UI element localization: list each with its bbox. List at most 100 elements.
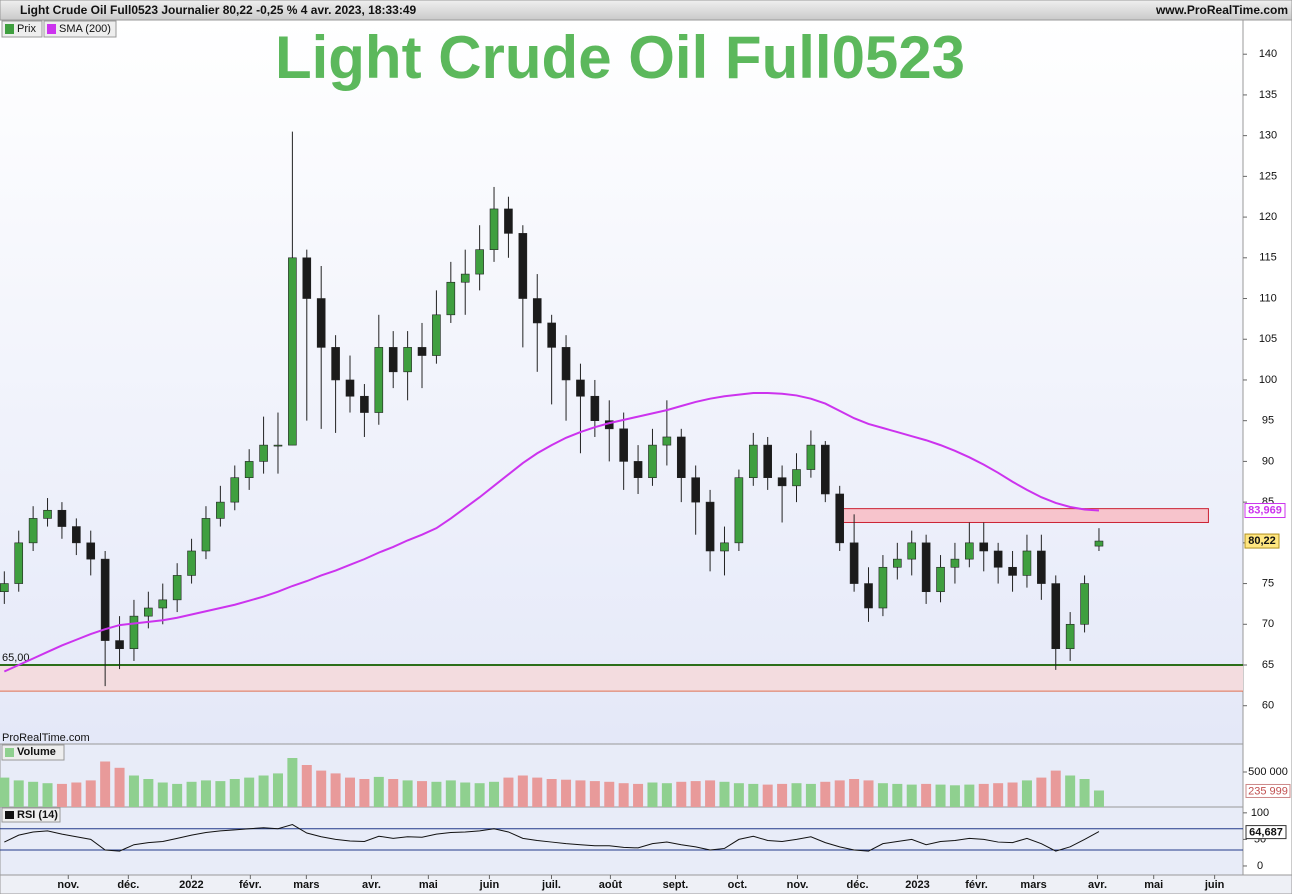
volume-bar bbox=[733, 783, 744, 807]
legend-swatch bbox=[5, 811, 14, 819]
candle-body bbox=[691, 477, 700, 503]
candle-body bbox=[532, 298, 542, 324]
candle-body bbox=[0, 583, 9, 593]
x-tick-label: oct. bbox=[728, 879, 748, 891]
volume-bar bbox=[157, 782, 168, 807]
volume-bar bbox=[705, 780, 716, 807]
volume-bar bbox=[1007, 782, 1018, 807]
legend-label: Prix bbox=[17, 23, 36, 35]
candle-body bbox=[662, 436, 672, 446]
volume-bar bbox=[373, 776, 384, 807]
sma-line bbox=[3, 391, 1100, 673]
x-tick-label: nov. bbox=[787, 879, 809, 891]
price-panel bbox=[0, 20, 1243, 744]
volume-bar bbox=[417, 781, 428, 807]
candle-body bbox=[1022, 550, 1032, 576]
candle-body bbox=[878, 566, 888, 609]
volume-bar bbox=[561, 779, 572, 807]
x-tick-label: nov. bbox=[57, 879, 79, 891]
watermark: ProRealTime.com bbox=[2, 732, 90, 744]
candle-body bbox=[244, 461, 254, 478]
y-tick-label: 135 bbox=[1259, 89, 1277, 101]
volume-bar bbox=[935, 784, 946, 807]
volume-bar bbox=[100, 761, 111, 807]
candle-body bbox=[893, 558, 902, 568]
volume-bar bbox=[575, 780, 586, 807]
volume-bar bbox=[460, 782, 471, 807]
candle-body bbox=[950, 558, 960, 568]
volume-bar bbox=[402, 780, 413, 807]
candle-body bbox=[216, 501, 225, 519]
volume-bar bbox=[791, 783, 802, 807]
volume-bar bbox=[589, 781, 600, 807]
candle-body bbox=[777, 477, 787, 487]
volume-bar bbox=[863, 780, 874, 807]
y-tick-label: 65 bbox=[1262, 659, 1274, 671]
volume-bar bbox=[388, 779, 399, 807]
legend-swatch bbox=[47, 24, 56, 34]
x-tick-label: août bbox=[599, 879, 623, 891]
candle-body bbox=[821, 444, 830, 495]
candle-body bbox=[172, 575, 182, 601]
volume-bar bbox=[820, 781, 831, 807]
volume-bar bbox=[42, 783, 53, 807]
volume-bar bbox=[921, 783, 932, 807]
candle-body bbox=[331, 347, 340, 381]
candle-body bbox=[835, 493, 845, 544]
volume-bar bbox=[301, 765, 312, 807]
candle-body bbox=[144, 607, 153, 617]
x-tick-label: mars bbox=[293, 879, 319, 891]
candle-body bbox=[43, 509, 52, 519]
x-tick-label: déc. bbox=[847, 879, 869, 891]
volume-bar bbox=[993, 783, 1004, 807]
candle-body bbox=[360, 395, 369, 413]
candle-body bbox=[504, 208, 513, 234]
volume-bar bbox=[1050, 770, 1061, 807]
candle-body bbox=[115, 640, 124, 650]
resistance-zone bbox=[836, 508, 1209, 523]
legend-label: RSI (14) bbox=[17, 809, 58, 821]
legend-box bbox=[43, 20, 117, 38]
y-tick-label: 100 bbox=[1251, 807, 1269, 819]
x-tick-label: 2023 bbox=[905, 879, 929, 891]
volume-bar bbox=[978, 783, 989, 807]
candle-body bbox=[849, 542, 859, 584]
volume-bar bbox=[949, 785, 960, 807]
y-tick-label: 70 bbox=[1262, 618, 1274, 630]
candle-body bbox=[129, 615, 139, 650]
legend-label: SMA (200) bbox=[59, 23, 111, 35]
candle-body bbox=[763, 444, 772, 478]
price-axis bbox=[1242, 19, 1292, 876]
x-tick-label: 2022 bbox=[179, 879, 203, 891]
candle-body bbox=[57, 509, 67, 527]
x-tick-label: avr. bbox=[362, 879, 381, 891]
x-tick-label: mars bbox=[1020, 879, 1046, 891]
volume-bar bbox=[28, 781, 39, 807]
y-tick-label: 500 000 bbox=[1248, 766, 1288, 778]
candle-body bbox=[201, 518, 211, 552]
candle-body bbox=[388, 347, 398, 373]
volume-bar bbox=[1093, 790, 1104, 807]
volume-bar bbox=[330, 773, 341, 807]
volume-bar bbox=[431, 781, 442, 807]
x-tick-label: sept. bbox=[663, 879, 689, 891]
candle-body bbox=[979, 542, 989, 552]
x-tick-label: févr. bbox=[239, 879, 262, 891]
volume-bar bbox=[503, 777, 514, 807]
volume-bar bbox=[128, 775, 139, 807]
support-zone bbox=[0, 665, 1243, 692]
volume-bar bbox=[172, 783, 183, 807]
candle-body bbox=[475, 249, 484, 275]
candle-body bbox=[576, 379, 585, 397]
candle-body bbox=[86, 542, 96, 560]
candle-body bbox=[547, 322, 556, 348]
volume-bar bbox=[244, 777, 255, 807]
header-bar bbox=[0, 0, 1292, 21]
candle-body bbox=[907, 542, 917, 560]
volume-bar bbox=[287, 758, 298, 807]
rsi-last-label: 64,687 bbox=[1249, 827, 1283, 839]
volume-bar bbox=[647, 782, 658, 807]
candle-body bbox=[518, 233, 528, 299]
volume-bar bbox=[200, 780, 211, 807]
volume-bar bbox=[114, 767, 125, 807]
